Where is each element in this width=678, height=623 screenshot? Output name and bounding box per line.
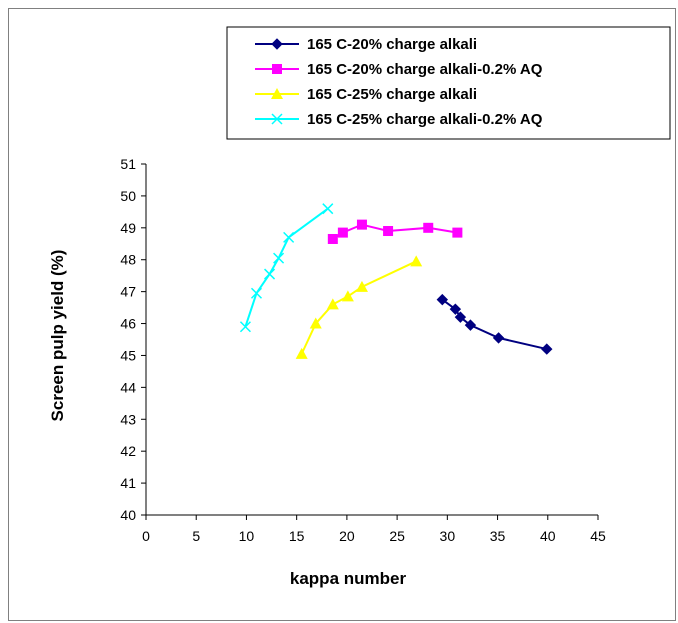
x-tick-label: 40 <box>540 528 556 544</box>
series-2 <box>327 219 463 244</box>
series-3-point <box>326 298 339 310</box>
series-2-line <box>332 223 458 240</box>
series-2-point <box>423 222 434 233</box>
series-1-point <box>449 303 462 315</box>
y-tick-label: 49 <box>120 220 136 236</box>
series-1-point <box>464 319 477 331</box>
series-2-point <box>383 226 394 237</box>
series-4-point <box>239 321 251 333</box>
x-tick-label: 15 <box>289 528 305 544</box>
series-4-point <box>250 287 263 299</box>
legend: 165 C-20% charge alkali 165 C-20% charge … <box>226 26 671 140</box>
y-tick-label: 46 <box>120 316 136 332</box>
series-3-point <box>355 280 368 292</box>
series-3-point <box>410 255 423 267</box>
series-2-point <box>337 227 348 238</box>
legend-label: 165 C-20% charge alkali-0.2% AQ <box>307 61 543 78</box>
x-tick-label: 20 <box>339 528 355 544</box>
legend-swatch-marker <box>272 64 282 74</box>
series-3 <box>295 255 423 359</box>
x-tick-label: 0 <box>142 528 150 544</box>
series-4-point <box>264 268 276 280</box>
series-2-point <box>452 227 463 238</box>
x-tick-label: 25 <box>389 528 405 544</box>
legend-item-2: 165 C-20% charge alkali-0.2% AQ <box>255 61 543 78</box>
y-tick-label: 42 <box>120 443 136 459</box>
line-chart: 165 C-20% charge alkali 165 C-20% charge … <box>48 26 671 588</box>
legend-item-3: 165 C-25% charge alkali <box>255 86 477 103</box>
series-2-point <box>327 233 338 244</box>
y-tick-label: 47 <box>120 284 136 300</box>
y-tick-label: 50 <box>120 188 136 204</box>
x-axis-title: kappa number <box>290 569 407 588</box>
series-3-point <box>341 290 354 302</box>
series-1-point <box>454 311 467 323</box>
series-2-point <box>356 219 367 230</box>
legend-label: 165 C-25% charge alkali <box>307 86 477 103</box>
x-tick-label: 45 <box>590 528 606 544</box>
series-4-point <box>283 231 295 243</box>
series-4-line <box>244 207 329 328</box>
legend-swatch-marker <box>271 38 283 50</box>
y-tick-label: 45 <box>120 347 136 363</box>
legend-swatch-marker <box>271 113 283 125</box>
legend-label: 165 C-25% charge alkali-0.2% AQ <box>307 111 543 128</box>
x-tick-label: 5 <box>192 528 200 544</box>
y-tick-label: 51 <box>120 156 136 172</box>
y-tick-label: 43 <box>120 411 136 427</box>
y-tick-label: 40 <box>120 507 136 523</box>
series-layer <box>239 203 553 359</box>
y-axis-title: Screen pulp yield (%) <box>48 250 67 422</box>
x-tick-label: 10 <box>239 528 255 544</box>
legend-item-4: 165 C-25% charge alkali-0.2% AQ <box>255 111 543 128</box>
series-1-point <box>436 293 449 306</box>
x-tick-label: 30 <box>440 528 456 544</box>
y-tick-label: 48 <box>120 252 136 268</box>
legend-label: 165 C-20% charge alkali <box>307 36 477 53</box>
chart-frame: 165 C-20% charge alkali 165 C-20% charge … <box>8 8 676 621</box>
series-4-point <box>322 203 334 215</box>
y-tick-label: 44 <box>120 379 136 395</box>
x-tick-label: 35 <box>490 528 506 544</box>
series-3-line <box>300 260 417 355</box>
series-1-point <box>492 332 505 344</box>
axes: 0 5 10 15 20 25 30 35 40 45 40 41 42 43 44 45 46 47 48 49 50… <box>120 156 606 544</box>
series-4 <box>239 203 334 333</box>
series-1 <box>436 293 553 355</box>
series-1-point <box>541 343 553 355</box>
series-3-point <box>295 347 308 359</box>
legend-box <box>226 26 671 140</box>
legend-swatch-marker <box>271 88 283 99</box>
y-tick-label: 41 <box>120 475 136 491</box>
series-3-point <box>309 317 322 329</box>
series-4-point <box>273 252 285 264</box>
legend-item-1: 165 C-20% charge alkali <box>255 36 477 53</box>
